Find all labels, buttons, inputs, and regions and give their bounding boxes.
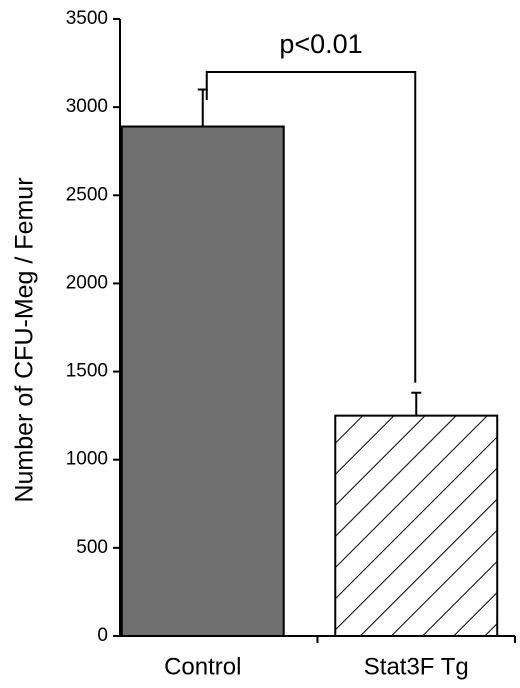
y-tick-label: 2500 (66, 184, 108, 205)
y-tick-label: 500 (76, 537, 108, 558)
y-tick-label: 0 (97, 625, 108, 646)
bar (120, 125, 285, 638)
y-tick-label: 1500 (66, 361, 108, 382)
error-bar (411, 391, 422, 416)
annotation: p<0.01 (279, 29, 362, 59)
y-tick-label: 3500 (66, 8, 108, 29)
x-tick-label: Stat3F Tg (364, 653, 469, 680)
y-tick-label: 1000 (66, 449, 108, 470)
bar (334, 414, 499, 637)
y-tick-label: 3000 (66, 96, 108, 117)
y-tick-label: 2000 (66, 272, 108, 293)
y-axis-label: Number of CFU-Meg / Femur (11, 177, 39, 502)
significance-bracket (205, 71, 417, 383)
x-tick-label: Control (164, 653, 241, 680)
